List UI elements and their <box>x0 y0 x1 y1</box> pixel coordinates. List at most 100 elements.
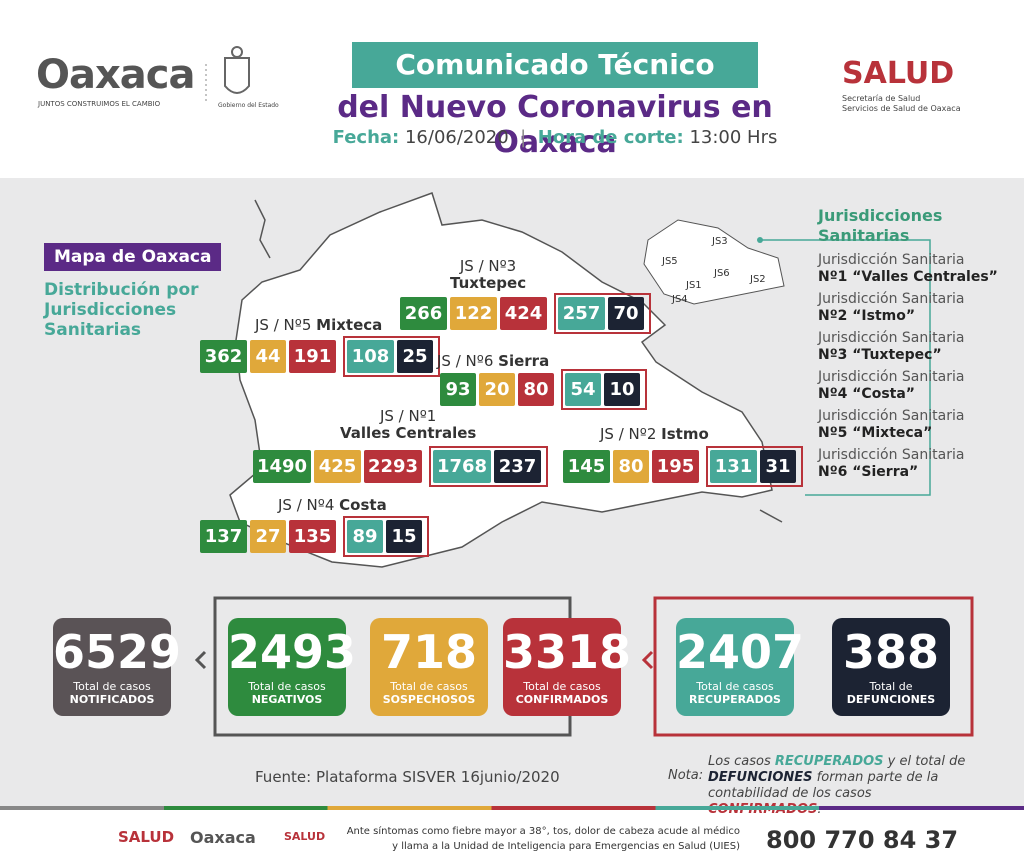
total-label1: Total de casos <box>248 680 326 693</box>
count-box: 15 <box>386 520 422 553</box>
count-box: 362 <box>200 340 247 373</box>
count-box: 135 <box>289 520 336 553</box>
title-line1: Comunicado Técnico Diario <box>352 42 758 127</box>
count-box: 31 <box>760 450 796 483</box>
legend-line2: Nº6 “Sierra” <box>818 464 919 480</box>
legend-line2: Nº3 “Tuxtepec” <box>818 347 942 363</box>
minimap-label: JS2 <box>750 274 766 285</box>
count-box: 93 <box>440 373 476 406</box>
confirmed-outline <box>343 516 429 557</box>
legend-line2: Nº5 “Mixteca” <box>818 425 933 441</box>
bracket-arrow <box>194 650 207 670</box>
legend-item: Jurisdicción Sanitaria Nº5 “Mixteca” <box>818 408 964 442</box>
logo-sub: JUNTOS CONSTRUIMOS EL CAMBIO <box>38 100 161 108</box>
legend-line1: Jurisdicción Sanitaria <box>818 252 965 268</box>
jurisdiction-number: JS / Nº3 <box>459 257 517 275</box>
confirmed-outline <box>561 369 647 410</box>
total-label1: Total de <box>869 680 913 693</box>
count-box: 27 <box>250 520 286 553</box>
map-tag: Mapa de Oaxaca <box>44 243 222 271</box>
minimap <box>643 219 785 305</box>
note: Los casos RECUPERADOS y el total de DEFU… <box>708 754 978 818</box>
legend-item: Jurisdicción Sanitaria Nº3 “Tuxtepec” <box>818 330 964 364</box>
total-label2: NEGATIVOS <box>251 693 323 706</box>
legend-item: Jurisdicción Sanitaria Nº2 “Istmo” <box>818 291 964 325</box>
footer-line1: Ante síntomas como fiebre mayor a 38°, t… <box>346 826 740 837</box>
legend-item: Jurisdicción Sanitaria Nº1 “Valles Centra… <box>818 252 998 286</box>
color-stripe <box>0 806 1024 810</box>
count-box: 10 <box>604 373 640 406</box>
total-card: 2493 Total de casos NEGATIVOS <box>228 618 356 716</box>
date: 16/06/2020 <box>404 127 509 148</box>
count-box: 122 <box>450 297 497 330</box>
legend-connector <box>760 239 931 496</box>
total-label2: RECUPERADOS <box>689 693 781 706</box>
total-label1: Total de casos <box>523 680 601 693</box>
count-box: 44 <box>250 340 286 373</box>
total-card: 388 Total de DEFUNCIONES <box>832 618 950 716</box>
total-label1: Total de casos <box>73 680 151 693</box>
total-value: 388 <box>842 625 940 679</box>
total-card: 3318 Total de casos CONFIRMADOS <box>503 618 631 716</box>
map-border <box>759 509 783 523</box>
count-box: 145 <box>563 450 610 483</box>
total-label2: CONFIRMADOS <box>515 693 609 706</box>
total-label2: DEFUNCIONES <box>846 693 936 706</box>
jurisdiction-name: Istmo <box>661 425 709 443</box>
count-box: 237 <box>494 450 541 483</box>
salud-logo: SALUD <box>842 56 955 91</box>
jurisdiction-number: JS / Nº1 <box>379 407 437 425</box>
coat-of-arms <box>205 46 250 102</box>
count-box: 425 <box>314 450 361 483</box>
legend-line1: Jurisdicción Sanitaria <box>818 408 965 424</box>
footer-oaxaca: Oaxaca <box>190 828 256 847</box>
legend-line1: Jurisdicción Sanitaria <box>818 330 965 346</box>
legend-title: Jurisdicciones Sanitarias <box>818 206 943 245</box>
count-box: 195 <box>652 450 699 483</box>
jurisdiction-number: JS / Nº5 <box>255 316 312 334</box>
jurisdiction-name: Mixteca <box>316 316 383 334</box>
footer-line2: y llama a la Unidad de Inteligencia para… <box>392 841 740 852</box>
confirmed-outline <box>343 336 440 377</box>
count-box: 108 <box>347 340 394 373</box>
total-card: 2407 Total de casos RECUPERADOS <box>676 618 804 716</box>
total-value: 718 <box>380 625 478 679</box>
total-label2: NOTIFICADOS <box>69 693 155 706</box>
jurisdiction-label: JS / Nº1 Valles Centrales <box>340 408 476 442</box>
confirmed-outline <box>554 293 651 334</box>
confirmed-outline <box>429 446 548 487</box>
count-box: 20 <box>479 373 515 406</box>
legend-line2: Nº2 “Istmo” <box>818 308 916 324</box>
jurisdiction-label: JS / Nº4 Costa <box>278 496 387 514</box>
count-box: 89 <box>347 520 383 553</box>
separator: | <box>514 127 532 148</box>
total-card: 6529 Total de casos NOTIFICADOS <box>53 618 181 716</box>
source: Fuente: Plataforma SISVER 16junio/2020 <box>255 768 560 786</box>
count-box: 80 <box>518 373 554 406</box>
jurisdiction-label: JS / Nº2 Istmo <box>600 425 709 443</box>
count-box: 424 <box>500 297 547 330</box>
salud-sub1: Secretaría de Salud <box>842 94 921 103</box>
count-box: 191 <box>289 340 336 373</box>
legend-line1: Jurisdicción Sanitaria <box>818 447 965 463</box>
gov-label: Gobierno del Estado <box>218 102 279 109</box>
logo: Oaxaca <box>36 52 195 98</box>
legend-line1: Jurisdicción Sanitaria <box>818 291 965 307</box>
jurisdiction-name: Costa <box>339 496 387 514</box>
footer-salud: SALUD <box>118 828 175 846</box>
confirmed-bracket <box>653 596 974 737</box>
jurisdiction-label: JS / Nº5 Mixteca <box>255 316 382 334</box>
count-box: 1490 <box>253 450 311 483</box>
count-box: 137 <box>200 520 247 553</box>
count-box: 80 <box>613 450 649 483</box>
count-box: 266 <box>400 297 447 330</box>
jurisdiction-number: JS / Nº2 <box>600 425 657 443</box>
map-border <box>254 199 271 259</box>
jurisdiction-label: JS / Nº3 Tuxtepec <box>450 258 526 292</box>
minimap-label: JS5 <box>662 256 678 267</box>
jurisdiction-name: Tuxtepec <box>450 274 527 292</box>
note-part: Los casos <box>708 754 775 769</box>
